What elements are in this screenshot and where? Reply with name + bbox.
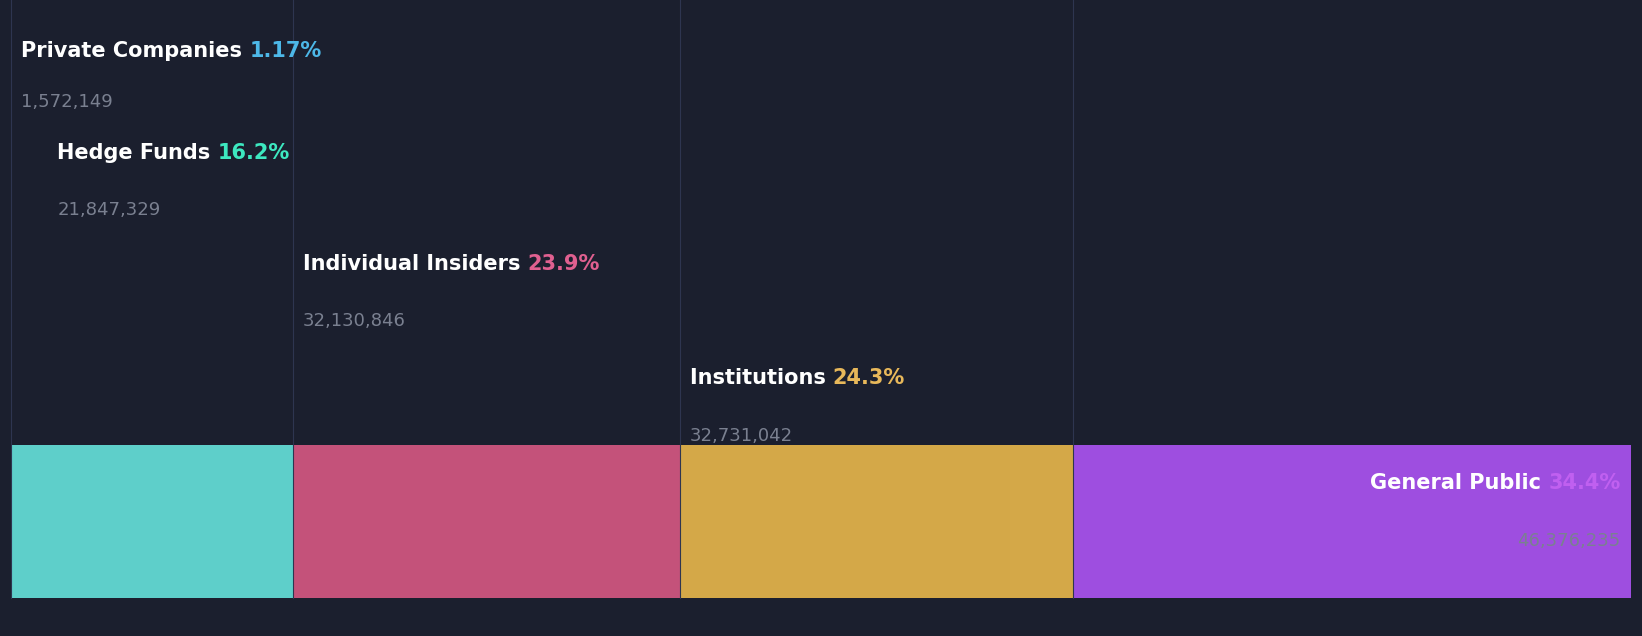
Text: Private Companies: Private Companies (21, 41, 250, 61)
Text: General Public: General Public (1369, 473, 1548, 494)
Text: 23.9%: 23.9% (527, 254, 599, 274)
Bar (680, 445, 1074, 598)
Text: Hedge Funds: Hedge Funds (57, 142, 218, 163)
Bar (292, 445, 680, 598)
Text: 24.3%: 24.3% (832, 368, 905, 389)
Text: 1.17%: 1.17% (250, 41, 322, 61)
Text: 21,847,329: 21,847,329 (57, 201, 161, 219)
Text: 16.2%: 16.2% (218, 142, 291, 163)
Text: 32,731,042: 32,731,042 (690, 427, 793, 445)
Text: 34.4%: 34.4% (1548, 473, 1621, 494)
Text: 32,130,846: 32,130,846 (302, 312, 406, 330)
Text: 46,376,235: 46,376,235 (1517, 532, 1621, 550)
Text: Individual Insiders: Individual Insiders (302, 254, 527, 274)
Text: 1,572,149: 1,572,149 (21, 93, 113, 111)
Text: Institutions: Institutions (690, 368, 832, 389)
Bar (11, 445, 292, 598)
Bar (1074, 445, 1631, 598)
